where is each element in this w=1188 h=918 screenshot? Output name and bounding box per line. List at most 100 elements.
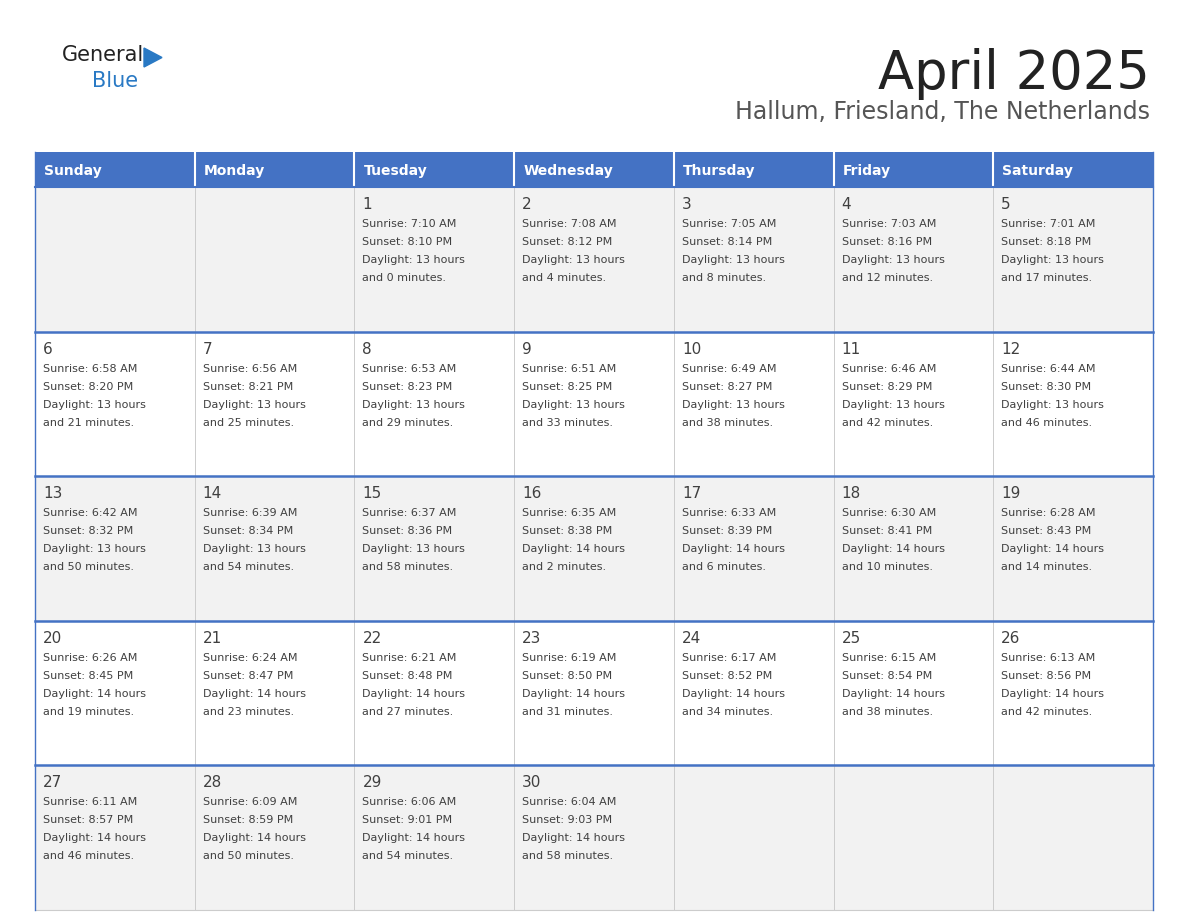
Text: Sunrise: 6:42 AM: Sunrise: 6:42 AM <box>43 509 138 518</box>
Text: and 58 minutes.: and 58 minutes. <box>362 562 454 572</box>
Text: Daylight: 14 hours: Daylight: 14 hours <box>1001 544 1105 554</box>
Text: Sunrise: 6:24 AM: Sunrise: 6:24 AM <box>203 653 297 663</box>
Bar <box>34 152 195 187</box>
Bar <box>993 766 1154 910</box>
Text: Sunset: 8:41 PM: Sunset: 8:41 PM <box>841 526 931 536</box>
Text: Sunset: 8:50 PM: Sunset: 8:50 PM <box>523 671 612 681</box>
Bar <box>354 766 514 910</box>
Text: Sunrise: 6:21 AM: Sunrise: 6:21 AM <box>362 653 457 663</box>
Text: 26: 26 <box>1001 631 1020 645</box>
Text: and 46 minutes.: and 46 minutes. <box>1001 418 1093 428</box>
Text: 20: 20 <box>43 631 62 645</box>
Text: Sunrise: 6:35 AM: Sunrise: 6:35 AM <box>523 509 617 518</box>
Text: Sunset: 8:23 PM: Sunset: 8:23 PM <box>362 382 453 392</box>
Bar <box>195 152 354 187</box>
Text: Wednesday: Wednesday <box>523 163 613 177</box>
Text: Sunset: 8:57 PM: Sunset: 8:57 PM <box>43 815 133 825</box>
Text: and 38 minutes.: and 38 minutes. <box>841 707 933 717</box>
Text: Sunrise: 6:28 AM: Sunrise: 6:28 AM <box>1001 509 1095 518</box>
Bar <box>674 476 834 621</box>
Text: 23: 23 <box>523 631 542 645</box>
Text: and 8 minutes.: and 8 minutes. <box>682 273 766 283</box>
Text: 13: 13 <box>43 487 63 501</box>
Text: April 2025: April 2025 <box>878 48 1150 100</box>
Text: Sunrise: 6:13 AM: Sunrise: 6:13 AM <box>1001 653 1095 663</box>
Text: and 21 minutes.: and 21 minutes. <box>43 418 134 428</box>
Text: Sunset: 8:45 PM: Sunset: 8:45 PM <box>43 671 133 681</box>
Text: Sunrise: 7:01 AM: Sunrise: 7:01 AM <box>1001 219 1095 229</box>
Bar <box>354 621 514 766</box>
Text: Sunrise: 6:46 AM: Sunrise: 6:46 AM <box>841 364 936 374</box>
Text: Daylight: 13 hours: Daylight: 13 hours <box>1001 399 1104 409</box>
Text: Sunrise: 7:08 AM: Sunrise: 7:08 AM <box>523 219 617 229</box>
Bar <box>34 621 195 766</box>
Text: Sunset: 8:32 PM: Sunset: 8:32 PM <box>43 526 133 536</box>
Bar <box>34 331 195 476</box>
Text: 22: 22 <box>362 631 381 645</box>
Text: Daylight: 13 hours: Daylight: 13 hours <box>203 399 305 409</box>
Text: Daylight: 14 hours: Daylight: 14 hours <box>523 834 625 844</box>
Bar <box>354 331 514 476</box>
Text: Daylight: 13 hours: Daylight: 13 hours <box>682 255 785 265</box>
Text: Sunrise: 6:56 AM: Sunrise: 6:56 AM <box>203 364 297 374</box>
Text: Daylight: 14 hours: Daylight: 14 hours <box>682 688 785 699</box>
Text: Sunset: 8:36 PM: Sunset: 8:36 PM <box>362 526 453 536</box>
Text: Sunrise: 6:11 AM: Sunrise: 6:11 AM <box>43 798 138 808</box>
Text: Sunset: 8:29 PM: Sunset: 8:29 PM <box>841 382 931 392</box>
Text: Sunrise: 7:10 AM: Sunrise: 7:10 AM <box>362 219 457 229</box>
Text: 7: 7 <box>203 341 213 356</box>
Text: 5: 5 <box>1001 197 1011 212</box>
Text: Sunrise: 6:58 AM: Sunrise: 6:58 AM <box>43 364 138 374</box>
Bar <box>674 331 834 476</box>
Text: and 0 minutes.: and 0 minutes. <box>362 273 447 283</box>
Text: Daylight: 13 hours: Daylight: 13 hours <box>203 544 305 554</box>
Text: and 42 minutes.: and 42 minutes. <box>1001 707 1093 717</box>
Text: 2: 2 <box>523 197 532 212</box>
Text: 16: 16 <box>523 487 542 501</box>
Bar <box>354 152 514 187</box>
Text: Sunset: 8:38 PM: Sunset: 8:38 PM <box>523 526 612 536</box>
Text: 12: 12 <box>1001 341 1020 356</box>
Text: Sunset: 8:59 PM: Sunset: 8:59 PM <box>203 815 293 825</box>
Text: Hallum, Friesland, The Netherlands: Hallum, Friesland, The Netherlands <box>735 100 1150 124</box>
Bar <box>195 766 354 910</box>
Bar <box>674 766 834 910</box>
Text: and 17 minutes.: and 17 minutes. <box>1001 273 1093 283</box>
Text: and 19 minutes.: and 19 minutes. <box>43 707 134 717</box>
Bar <box>514 766 674 910</box>
Bar <box>834 621 993 766</box>
Bar <box>34 766 195 910</box>
Text: Daylight: 14 hours: Daylight: 14 hours <box>43 834 146 844</box>
Text: Daylight: 13 hours: Daylight: 13 hours <box>841 399 944 409</box>
Text: Sunrise: 6:39 AM: Sunrise: 6:39 AM <box>203 509 297 518</box>
Text: Daylight: 14 hours: Daylight: 14 hours <box>43 688 146 699</box>
Text: 24: 24 <box>682 631 701 645</box>
Text: and 33 minutes.: and 33 minutes. <box>523 418 613 428</box>
Text: Sunset: 8:54 PM: Sunset: 8:54 PM <box>841 671 931 681</box>
Text: Daylight: 14 hours: Daylight: 14 hours <box>682 544 785 554</box>
Text: 18: 18 <box>841 487 861 501</box>
Text: 14: 14 <box>203 487 222 501</box>
Text: Sunrise: 6:37 AM: Sunrise: 6:37 AM <box>362 509 457 518</box>
Bar <box>834 187 993 331</box>
Text: 21: 21 <box>203 631 222 645</box>
Bar <box>674 187 834 331</box>
Bar <box>993 187 1154 331</box>
Polygon shape <box>144 48 162 67</box>
Text: 29: 29 <box>362 776 381 790</box>
Text: Blue: Blue <box>91 71 138 91</box>
Text: Sunrise: 6:09 AM: Sunrise: 6:09 AM <box>203 798 297 808</box>
Text: Daylight: 14 hours: Daylight: 14 hours <box>1001 688 1105 699</box>
Text: Daylight: 13 hours: Daylight: 13 hours <box>841 255 944 265</box>
Text: and 12 minutes.: and 12 minutes. <box>841 273 933 283</box>
Text: Sunday: Sunday <box>44 163 102 177</box>
Text: Daylight: 13 hours: Daylight: 13 hours <box>43 544 146 554</box>
Text: Sunset: 8:47 PM: Sunset: 8:47 PM <box>203 671 293 681</box>
Bar <box>674 621 834 766</box>
Text: Sunrise: 6:33 AM: Sunrise: 6:33 AM <box>682 509 776 518</box>
Text: Sunset: 8:10 PM: Sunset: 8:10 PM <box>362 237 453 247</box>
Text: 8: 8 <box>362 341 372 356</box>
Bar <box>514 476 674 621</box>
Text: Friday: Friday <box>842 163 891 177</box>
Text: Daylight: 13 hours: Daylight: 13 hours <box>362 255 466 265</box>
